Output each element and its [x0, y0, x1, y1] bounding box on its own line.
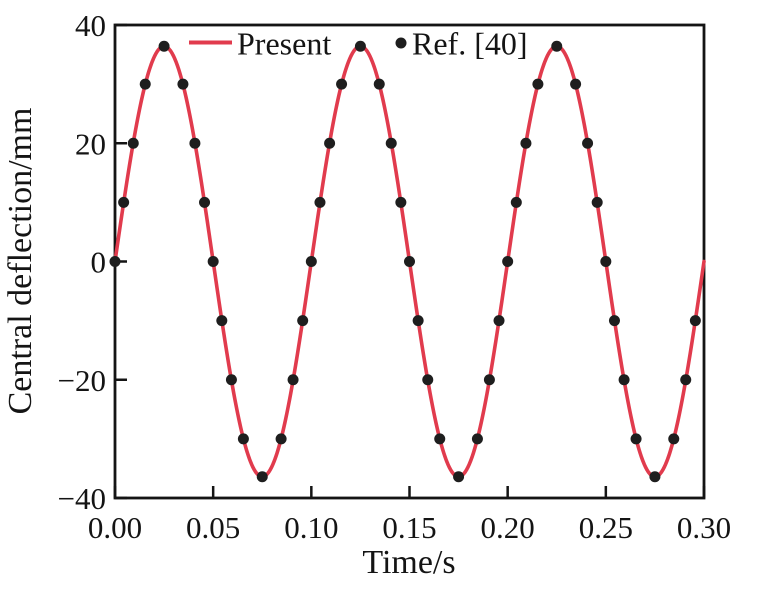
x-tick-label: 0.30 [677, 510, 731, 545]
ref-data-point [177, 78, 189, 90]
x-tick-label: 0.25 [579, 510, 633, 545]
ref-data-point [216, 315, 228, 327]
ref-data-point [314, 196, 326, 208]
x-tick-label: 0.00 [88, 510, 142, 545]
ref-data-point [680, 374, 692, 386]
ref-data-point [404, 256, 415, 267]
legend-marker-ref-icon [395, 37, 407, 49]
ref-data-point [483, 374, 495, 386]
x-axis-ticks: 0.00 0.05 0.10 0.15 0.20 0.25 0.30 [88, 486, 731, 545]
y-axis-ticks: −40 −20 0 20 40 [58, 8, 127, 516]
x-tick-label: 0.20 [481, 510, 535, 545]
ref-data-point [385, 137, 397, 149]
ref-data-point [493, 315, 505, 327]
x-tick-label: 0.10 [284, 510, 338, 545]
y-tick-label: 0 [91, 245, 107, 280]
legend: Present Ref. [40] [189, 26, 528, 62]
ref-data-point [354, 40, 366, 52]
x-axis-label: Time/s [362, 544, 455, 581]
ref-data-point [275, 433, 287, 445]
ref-data-point [139, 78, 151, 90]
ref-data-point [591, 196, 603, 208]
ref-data-point [118, 196, 130, 208]
ref-data-point [668, 433, 680, 445]
ref-data-point [287, 374, 299, 386]
ref-data-point [532, 78, 544, 90]
ref-data-point [689, 315, 701, 327]
ref-data-point [189, 137, 201, 149]
ref-data-point [412, 315, 424, 327]
ref-data-point [471, 433, 483, 445]
ref-data-point [199, 196, 211, 208]
x-tick-label: 0.15 [382, 510, 436, 545]
ref-scatter [109, 40, 701, 483]
ref-data-point [434, 433, 446, 445]
ref-data-point [373, 78, 385, 90]
ref-data-point [422, 374, 434, 386]
ref-data-point [305, 256, 317, 267]
ref-data-point [453, 471, 465, 483]
y-tick-label: −40 [58, 481, 106, 516]
ref-data-point [582, 137, 594, 149]
ref-data-point [510, 196, 522, 208]
ref-data-point [395, 196, 407, 208]
legend-label-present: Present [237, 26, 331, 62]
ref-data-point [551, 40, 563, 52]
ref-data-point [502, 256, 514, 267]
ref-data-point [336, 78, 348, 90]
y-tick-label: −20 [58, 363, 106, 398]
ref-data-point [600, 256, 612, 267]
ref-data-point [109, 256, 121, 267]
ref-data-point [520, 137, 532, 149]
ref-data-point [207, 256, 219, 267]
y-tick-label: 20 [75, 126, 106, 161]
ref-data-point [297, 315, 309, 327]
y-tick-label: 40 [75, 8, 106, 43]
ref-data-point [127, 137, 139, 149]
y-axis-label: Central deflection/mm [2, 108, 39, 415]
ref-data-point [158, 40, 170, 52]
ref-data-point [237, 433, 249, 445]
ref-data-point [324, 137, 336, 149]
ref-data-point [256, 471, 268, 483]
legend-label-ref: Ref. [40] [412, 26, 528, 62]
ref-data-point [618, 374, 630, 386]
ref-data-point [225, 374, 237, 386]
ref-data-point [570, 78, 582, 90]
ref-data-point [608, 315, 620, 327]
x-tick-label: 0.05 [186, 510, 240, 545]
ref-data-point [630, 433, 642, 445]
ref-data-point [649, 471, 661, 483]
